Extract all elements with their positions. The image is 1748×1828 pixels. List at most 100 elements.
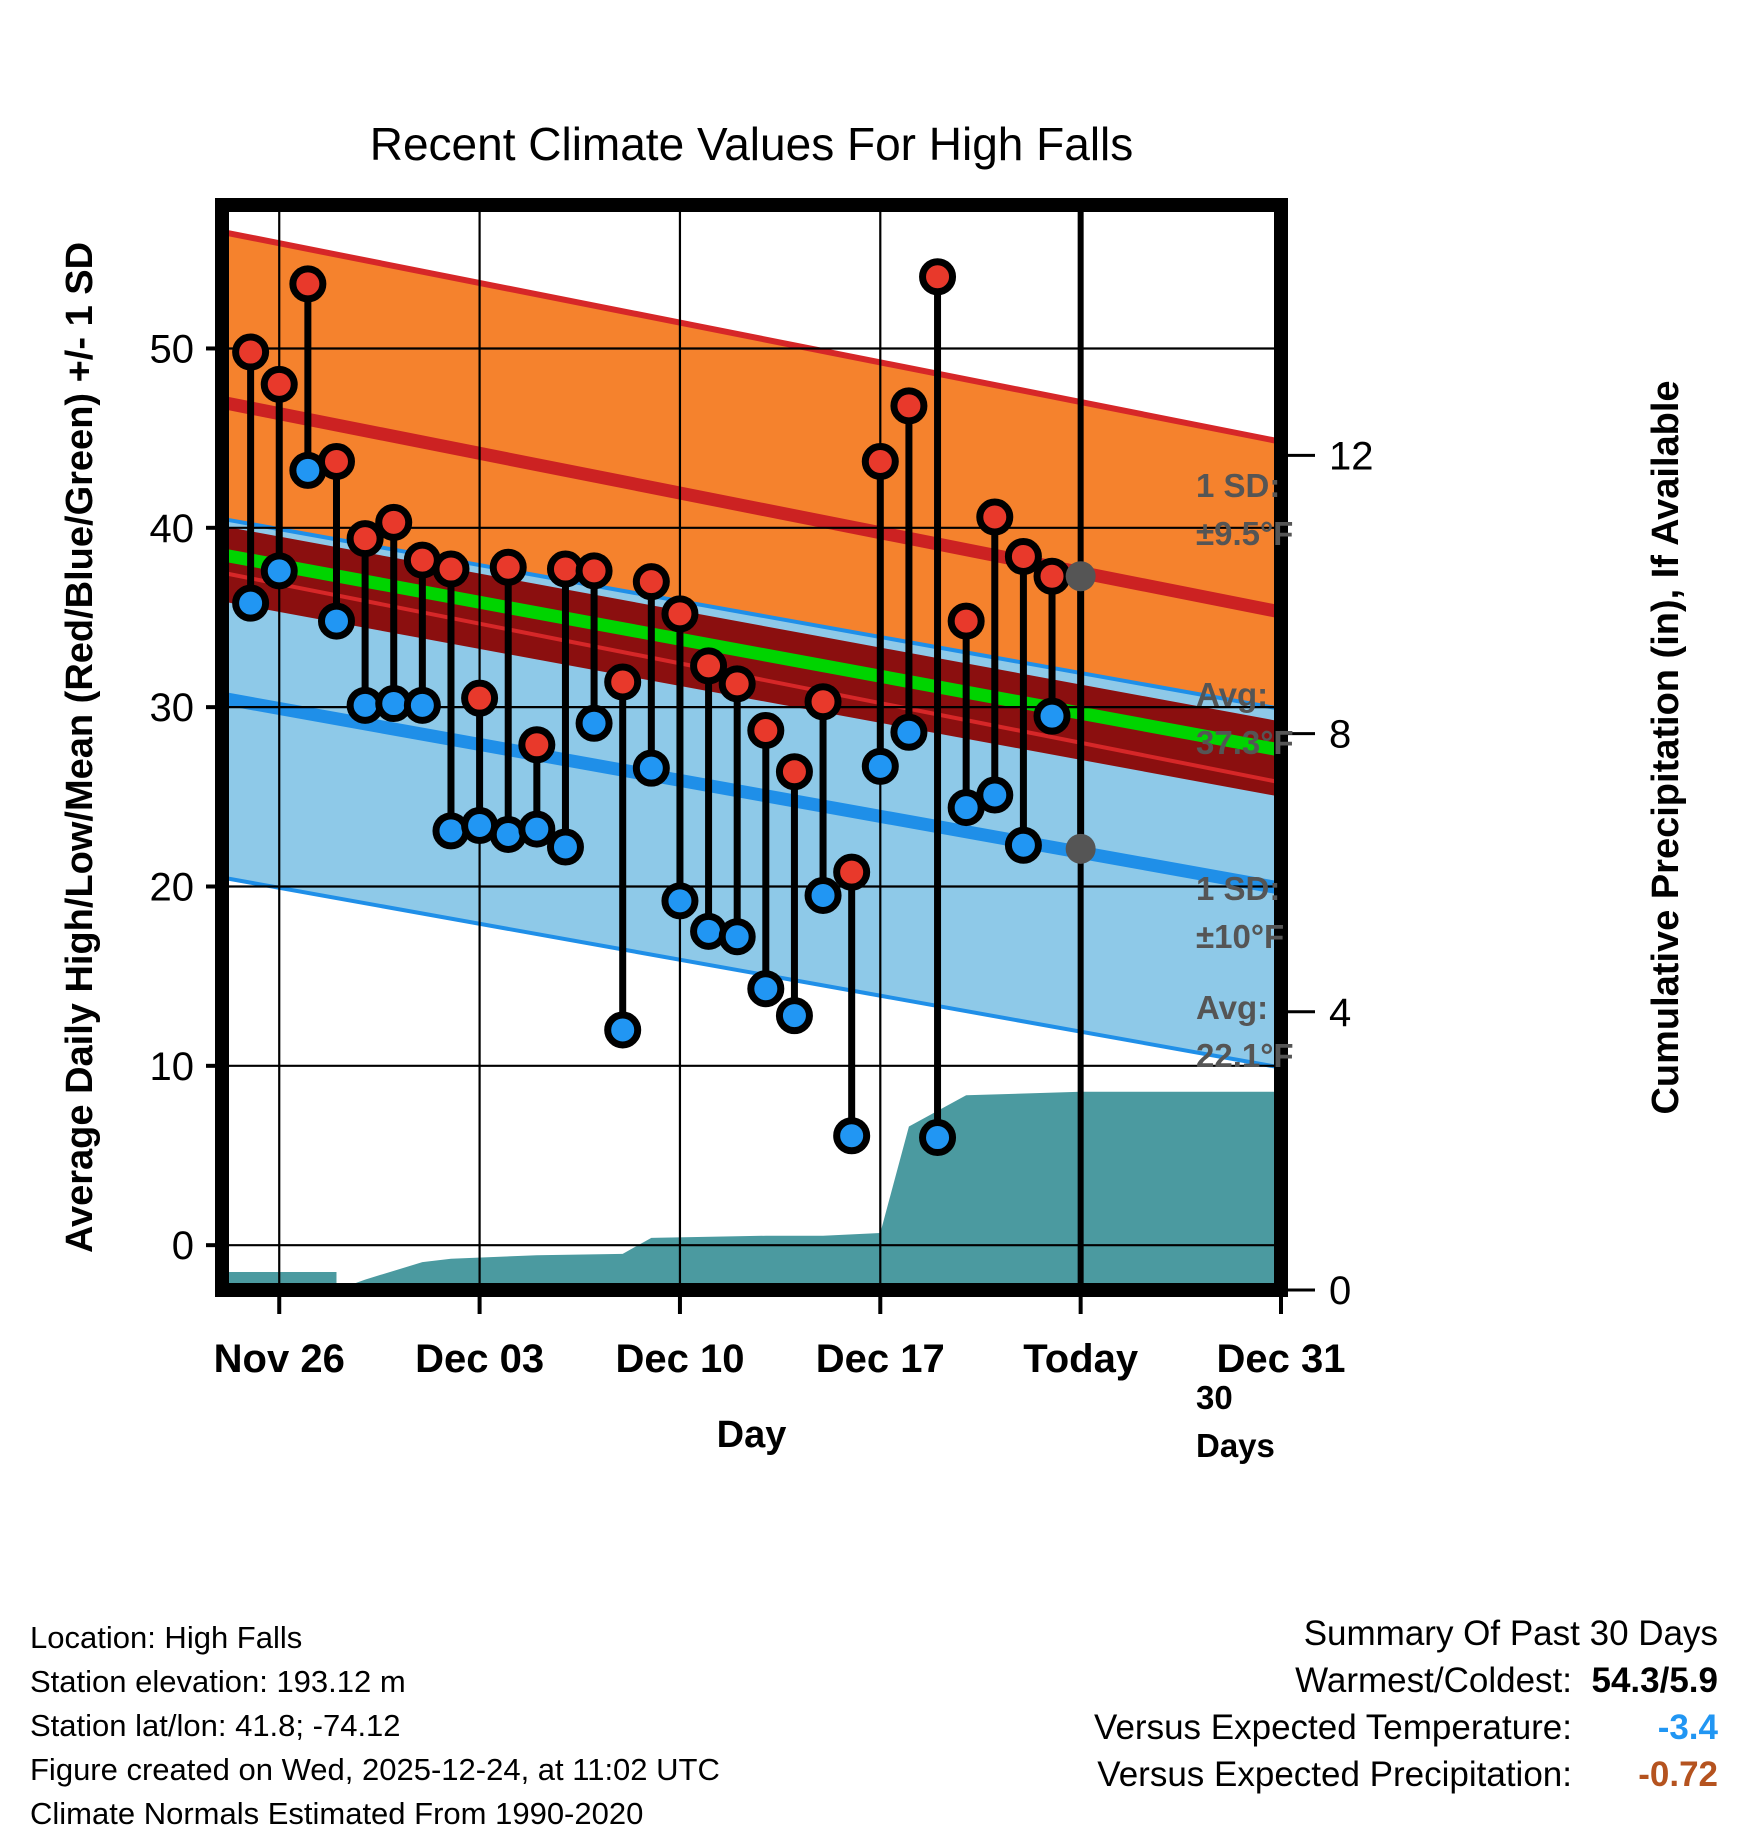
marker-low-27	[1004, 826, 1042, 864]
x-tick-label-1: Dec 03	[415, 1337, 544, 1381]
marker-low-11	[546, 828, 584, 866]
metadata-line-1: Station elevation: 193.12 m	[30, 1664, 406, 1699]
marker-low-25	[947, 789, 985, 827]
marker-low-21	[833, 1117, 871, 1155]
marker-high-15	[661, 595, 699, 633]
y2-tick-label-3: 12	[1329, 434, 1374, 478]
marker-high-18	[747, 711, 785, 749]
summary-row-value-1: -3.4	[1658, 1708, 1719, 1747]
marker-low-19	[775, 997, 813, 1035]
x-tick-label-2: Dec 10	[615, 1337, 744, 1381]
x-axis-label: Day	[717, 1414, 787, 1456]
marker-low-24	[919, 1119, 957, 1157]
low-band-lower-edge	[221, 875, 1282, 1070]
marker-low-14	[632, 749, 670, 787]
marker-low-17	[718, 918, 756, 956]
y2-tick-label-2: 8	[1329, 713, 1351, 757]
marker-low-15	[661, 882, 699, 920]
marker-low-13	[604, 1011, 642, 1049]
marker-low-26	[976, 776, 1014, 814]
marker-high-14	[632, 563, 670, 601]
high-avg-annotation-line2: 37.3°F	[1196, 724, 1294, 761]
chart-title: Recent Climate Values For High Falls	[370, 118, 1134, 170]
marker-high-25	[947, 602, 985, 640]
marker-low-12	[575, 704, 613, 742]
low-avg-annotation-line2: 22.1°F	[1196, 1037, 1294, 1074]
marker-high-13	[604, 663, 642, 701]
overall-mean-line	[220, 548, 1283, 757]
metadata-line-0: Location: High Falls	[30, 1620, 302, 1655]
y2-axis-label: Cumulative Precipitation (in), If Availa…	[1645, 380, 1687, 1114]
marker-low-20	[804, 876, 842, 914]
y-tick-label-1: 10	[150, 1045, 195, 1089]
marker-high-10	[518, 726, 556, 764]
marker-high-8	[461, 679, 499, 717]
marker-high-12	[575, 552, 613, 590]
high-mean-line	[220, 395, 1283, 619]
summary-row-value-2: -0.72	[1638, 1755, 1718, 1794]
metadata-line-4: Climate Normals Estimated From 1990-2020	[30, 1796, 643, 1828]
marker-low-28	[1033, 697, 1071, 735]
marker-high-0	[232, 333, 270, 371]
marker-high-20	[804, 683, 842, 721]
marker-low-3	[317, 602, 355, 640]
plot-frame	[215, 198, 1288, 1297]
x-tick-label-5: Dec 31	[1217, 1337, 1346, 1381]
marker-high-19	[775, 753, 813, 791]
high-band-upper-edge	[221, 228, 1282, 445]
high-sd-annotation-line2: ±9.5°F	[1196, 515, 1293, 552]
marker-high-22	[861, 442, 899, 480]
marker-high-27	[1004, 538, 1042, 576]
marker-low-16	[690, 912, 728, 950]
marker-low-9	[489, 815, 527, 853]
marker-high-24	[919, 258, 957, 296]
marker-today-high	[1065, 561, 1096, 592]
marker-high-1	[260, 365, 298, 403]
x-tick-label-0: Nov 26	[214, 1337, 345, 1381]
x-tick-label-4: Today	[1023, 1337, 1139, 1381]
summary-row-value-0: 54.3/5.9	[1592, 1661, 1719, 1700]
days-annotation-line2: Days	[1196, 1427, 1275, 1464]
marker-today-low	[1065, 833, 1096, 864]
low-sd-annotation-line2: ±10°F	[1196, 918, 1284, 955]
y-tick-label-3: 30	[150, 686, 195, 730]
marker-high-2	[289, 265, 327, 303]
marker-high-5	[375, 503, 413, 541]
y-tick-label-5: 50	[150, 327, 195, 371]
marker-high-16	[690, 647, 728, 685]
marker-low-0	[232, 584, 270, 622]
low-mean-line	[220, 691, 1283, 895]
metadata-line-2: Station lat/lon: 41.8; -74.12	[30, 1708, 401, 1743]
low-sd-annotation-line1: 1 SD:	[1196, 870, 1280, 907]
y-axis-label: Average Daily High/Low/Mean (Red/Blue/Gr…	[59, 242, 101, 1253]
marker-high-17	[718, 665, 756, 703]
days-annotation-line1: 30	[1196, 1379, 1233, 1416]
summary-row-label-0: Warmest/Coldest:	[1295, 1661, 1572, 1700]
marker-low-1	[260, 552, 298, 590]
high-avg-annotation-line1: Avg:	[1196, 676, 1268, 713]
marker-high-23	[890, 387, 928, 425]
y-tick-label-4: 40	[150, 507, 195, 551]
marker-high-21	[833, 853, 871, 891]
x-tick-label-3: Dec 17	[816, 1337, 945, 1381]
y2-tick-label-1: 4	[1329, 991, 1351, 1035]
metadata-line-3: Figure created on Wed, 2025-12-24, at 11…	[30, 1752, 720, 1787]
marker-high-9	[489, 548, 527, 586]
marker-high-7	[432, 550, 470, 588]
marker-low-23	[890, 713, 928, 751]
high-sd-annotation-line1: 1 SD:	[1196, 467, 1280, 504]
marker-high-4	[346, 520, 384, 558]
marker-high-26	[976, 498, 1014, 536]
marker-low-6	[403, 686, 441, 724]
marker-high-3	[317, 442, 355, 480]
summary-row-label-1: Versus Expected Temperature:	[1094, 1708, 1572, 1747]
marker-low-7	[432, 812, 470, 850]
marker-low-10	[518, 810, 556, 848]
marker-low-22	[861, 747, 899, 785]
y-tick-label-0: 0	[172, 1224, 194, 1268]
low-band-upper-edge	[221, 516, 1282, 711]
precipitation-area	[222, 1091, 1281, 1290]
marker-low-18	[747, 970, 785, 1008]
